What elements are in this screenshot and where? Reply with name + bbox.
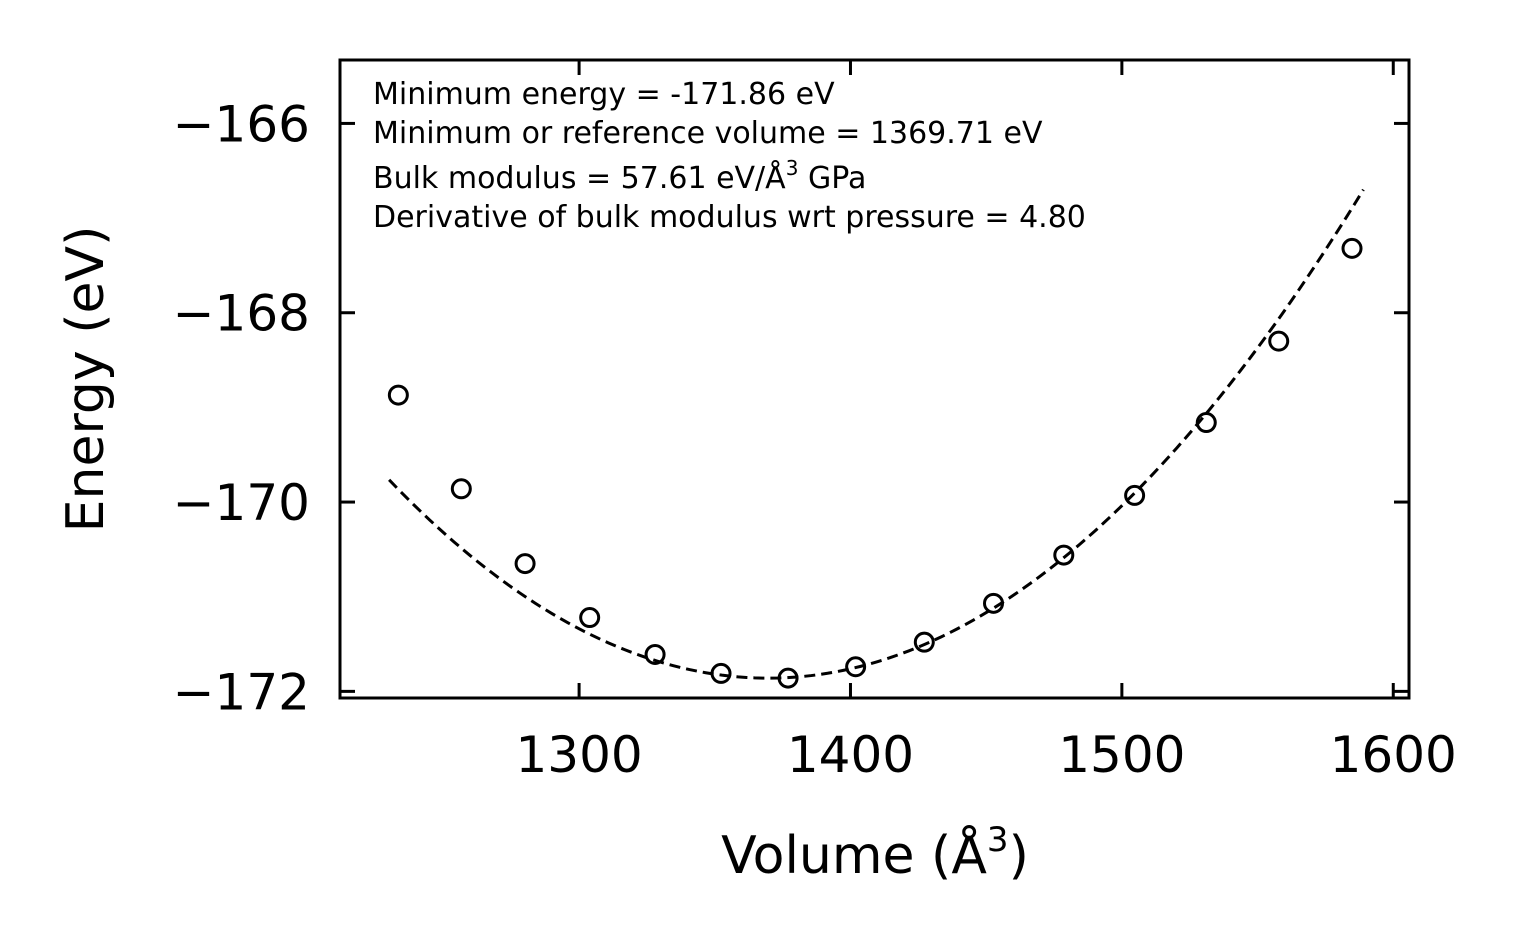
data-point — [777, 667, 799, 689]
x-axis-title-superscript: 3 — [987, 820, 1009, 860]
data-point — [1053, 544, 1075, 566]
y-axis-title: Energy (eV) — [56, 226, 116, 533]
data-point — [983, 592, 1005, 614]
data-point — [1341, 237, 1363, 259]
data-point — [514, 553, 536, 575]
data-point — [710, 662, 732, 684]
fit-annotations: Minimum energy = -171.86 eV Minimum or r… — [373, 77, 1086, 235]
data-point — [450, 478, 472, 500]
data-point — [845, 656, 867, 678]
x-tick-label: 1600 — [1330, 726, 1457, 784]
y-tick-labels: −166 −168 −170 −172 — [173, 95, 310, 721]
fit-curve-line — [388, 188, 1365, 680]
y-tick-label: −170 — [173, 474, 310, 532]
x-tick-label: 1400 — [787, 726, 914, 784]
data-point — [1124, 484, 1146, 506]
plot-marks — [387, 188, 1365, 689]
x-tick-labels: 1300 1400 1500 1600 — [515, 726, 1456, 784]
plot-frame — [338, 58, 1411, 700]
annotation-bulk-base: Bulk modulus = 57.61 eV/Å — [373, 160, 786, 196]
data-point — [579, 607, 601, 629]
annotation-bulk-end: GPa — [798, 161, 866, 196]
x-tick-label: 1300 — [515, 726, 642, 784]
x-tick-label: 1500 — [1058, 726, 1185, 784]
axis-ticks — [340, 60, 1409, 698]
y-tick-label: −168 — [173, 285, 310, 343]
x-axis-title-end: ) — [1009, 826, 1029, 886]
y-tick-label: −166 — [173, 95, 310, 153]
x-axis-title: Volume (Å3) — [721, 820, 1029, 886]
annotation-bulk-superscript: 3 — [786, 156, 799, 180]
y-tick-label: −172 — [173, 663, 310, 721]
data-point — [1268, 330, 1290, 352]
data-point — [913, 631, 935, 653]
data-point — [644, 643, 666, 665]
annotation-bulk-modulus: Bulk modulus = 57.61 eV/Å3 GPa — [373, 156, 866, 196]
annotation-bulk-modulus-derivative: Derivative of bulk modulus wrt pressure … — [373, 200, 1086, 235]
data-point — [1195, 412, 1217, 434]
data-point — [387, 384, 409, 406]
annotation-minimum-volume: Minimum or reference volume = 1369.71 eV — [373, 116, 1043, 151]
x-axis-title-base: Volume (Å — [721, 824, 987, 886]
annotation-minimum-energy: Minimum energy = -171.86 eV — [373, 77, 835, 112]
